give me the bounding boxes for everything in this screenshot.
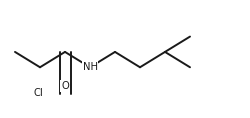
Text: NH: NH bbox=[82, 62, 98, 72]
Text: Cl: Cl bbox=[34, 88, 44, 98]
Text: O: O bbox=[61, 81, 69, 91]
